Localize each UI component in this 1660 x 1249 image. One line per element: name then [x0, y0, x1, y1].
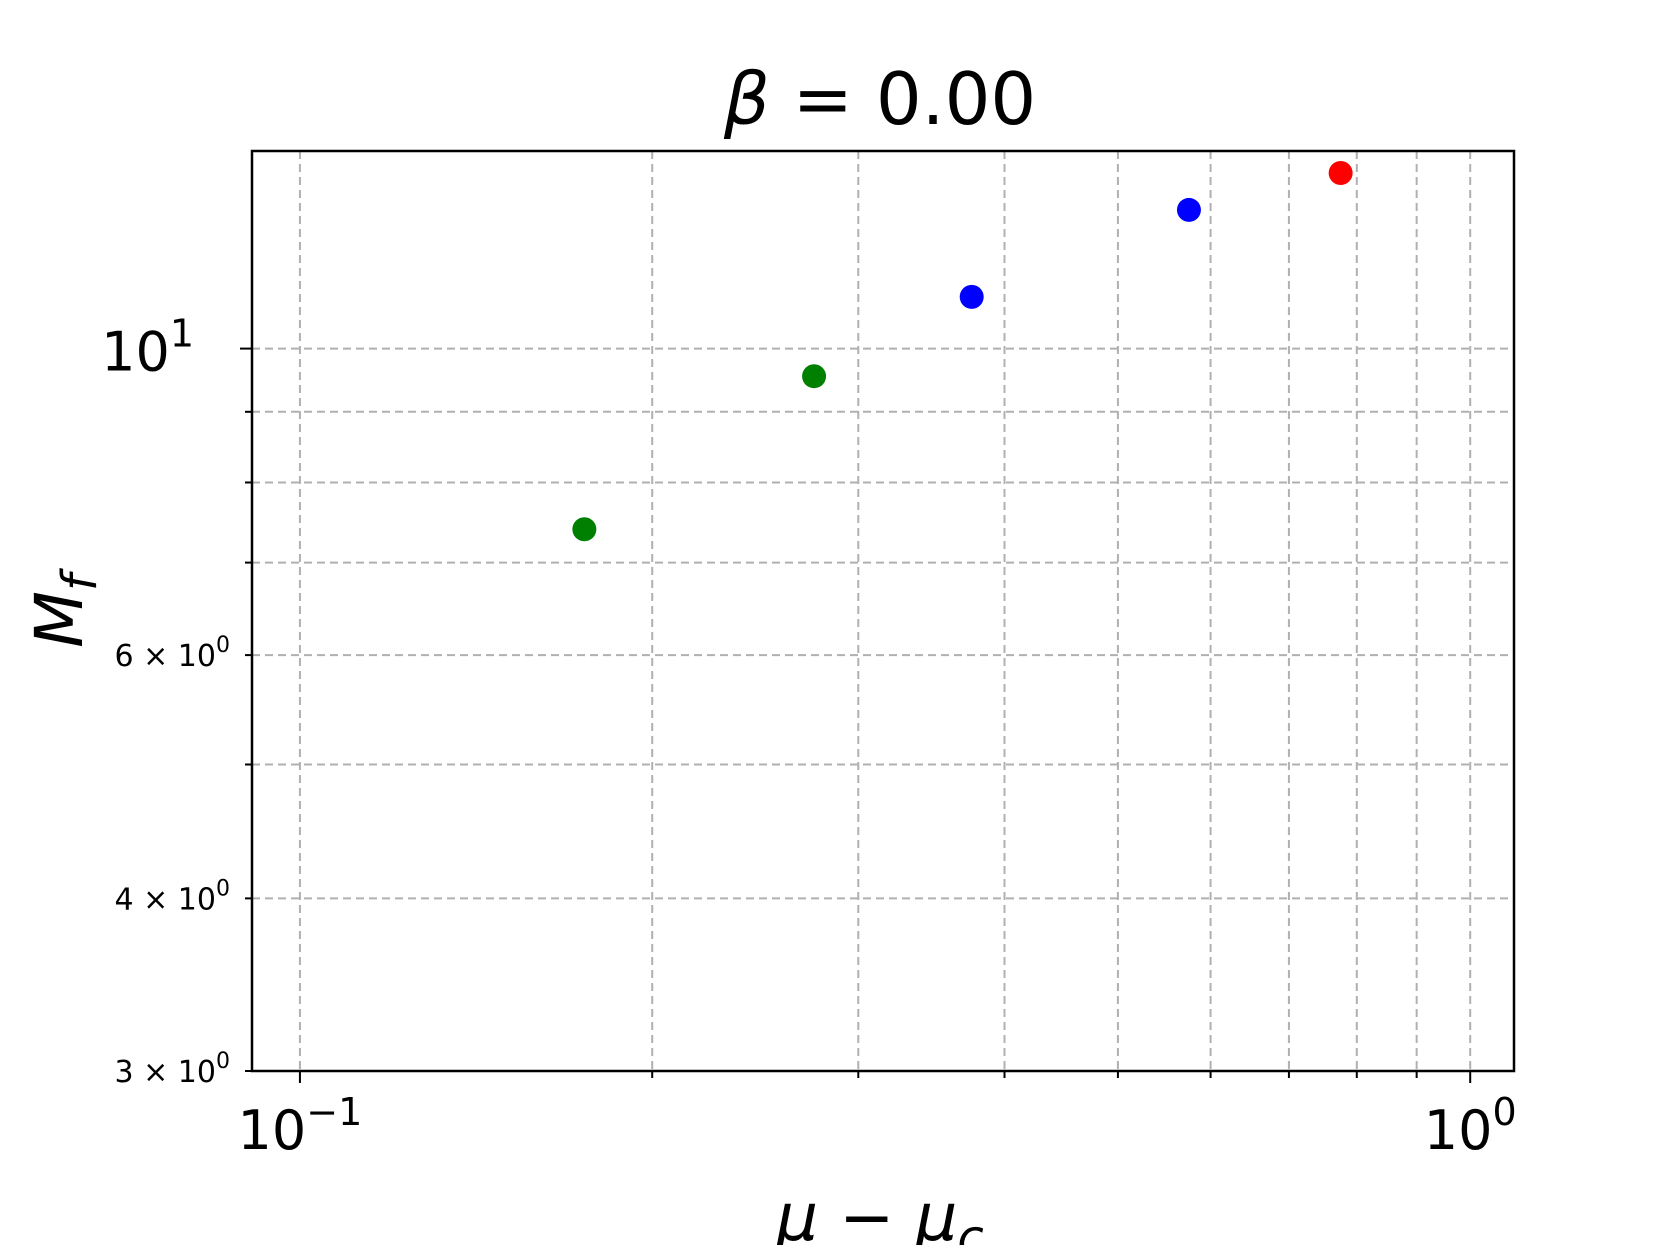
x-tick-label: 100: [1424, 1090, 1517, 1162]
data-point: [802, 364, 827, 389]
y-tick-label: 101: [101, 312, 194, 384]
data-point: [1176, 197, 1201, 222]
axis-ticks: 10−1 100 3 × 100 4 × 100 6 × 100 101: [101, 312, 1517, 1162]
chart-title: β = 0.00: [723, 57, 1036, 141]
plot-frame: [250, 149, 1516, 1073]
y-tick-label: 4 × 100: [115, 876, 230, 917]
x-tick-label: 10−1: [238, 1090, 363, 1162]
y-tick-label: 3 × 100: [115, 1049, 230, 1090]
data-point: [572, 517, 597, 542]
y-axis-label: Mf: [21, 568, 108, 648]
data-points: [572, 160, 1353, 542]
grid: [252, 151, 1514, 1071]
y-tick-label: 6 × 100: [115, 633, 230, 674]
x-axis-label: μ − μc: [775, 1179, 984, 1245]
data-point: [959, 284, 984, 309]
data-point: [1328, 160, 1353, 185]
